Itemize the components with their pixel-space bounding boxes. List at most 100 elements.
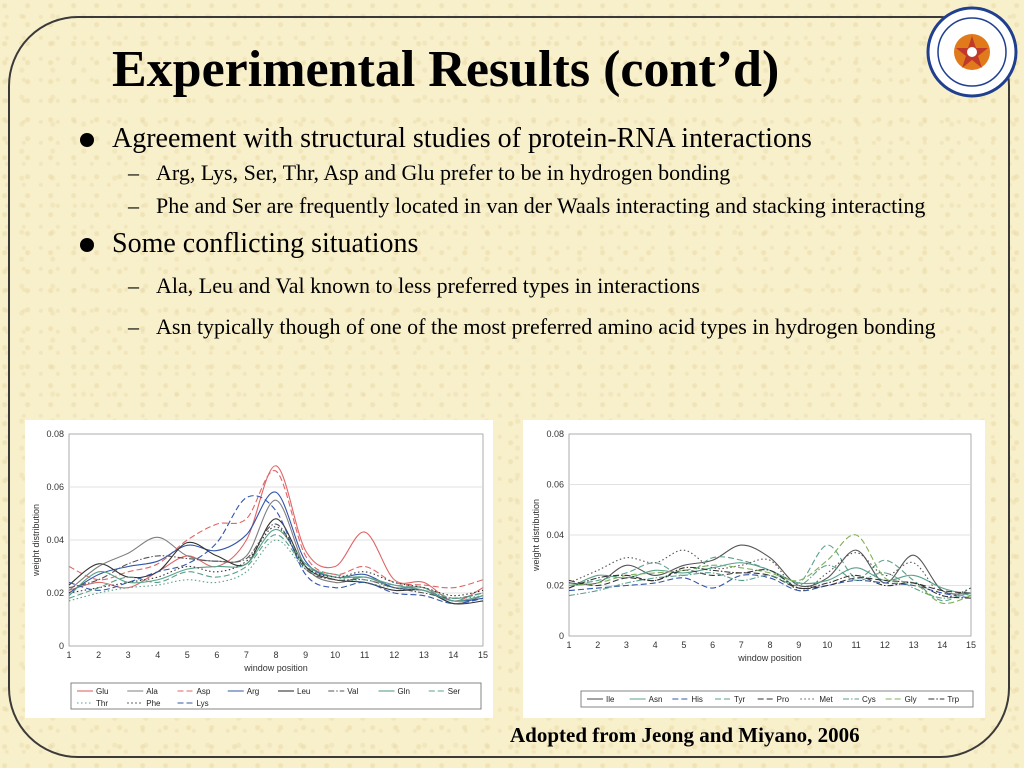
x-tick-label: 11 xyxy=(360,650,369,660)
x-tick-label: 9 xyxy=(303,650,308,660)
series-line-cys xyxy=(568,564,972,599)
sub-bullet: – Asn typically though of one of the most… xyxy=(76,310,996,343)
y-tick-label: 0.04 xyxy=(546,530,564,540)
sub-bullet: – Ala, Leu and Val known to less preferre… xyxy=(76,269,996,302)
bullet-conflicting: Some conflicting situations xyxy=(76,227,996,261)
x-tick-label: 14 xyxy=(937,640,947,650)
series-line-tyr xyxy=(568,544,972,602)
x-tick-label: 3 xyxy=(126,650,131,660)
x-tick-label: 7 xyxy=(739,640,744,650)
x-tick-label: 5 xyxy=(185,650,190,660)
source-credit: Adopted from Jeong and Miyano, 2006 xyxy=(510,723,860,747)
series-line-his xyxy=(568,574,972,599)
bullet-agreement: Agreement with structural studies of pro… xyxy=(76,122,996,156)
legend-entry: Thr xyxy=(96,699,108,708)
legend-entry: Leu xyxy=(297,687,310,696)
legend-entry: Asn xyxy=(649,695,663,704)
series-line-lys xyxy=(68,495,484,605)
x-tick-label: 4 xyxy=(155,650,160,660)
chart-left-svg: 00.020.040.060.081 2 3 4 5 6 7 8 9 10 11 12 13 14 15wi… xyxy=(31,429,488,710)
x-tick-label: 12 xyxy=(389,650,399,660)
chart-left: 0 0.02 0.04 0.06 0.08 1 2 3 4 5 6 7 8 9 10 11 12 13 14 15 wi… xyxy=(25,420,493,718)
legend-entry: Gln xyxy=(398,687,410,696)
y-tick-label: 0.02 xyxy=(46,588,64,598)
series-line-val xyxy=(68,523,484,599)
x-tick-label: 15 xyxy=(966,640,976,650)
legend-entry: Val xyxy=(347,687,358,696)
sub-bullet-text: Asn typically though of one of the most … xyxy=(156,314,936,339)
x-tick-label: 13 xyxy=(909,640,919,650)
legend-entry: Ala xyxy=(146,687,158,696)
x-tick-label: 12 xyxy=(880,640,890,650)
sub-bullet: – Arg, Lys, Ser, Thr, Asp and Glu prefer … xyxy=(76,156,996,189)
legend-entry: His xyxy=(691,695,703,704)
x-axis-label: window position xyxy=(243,663,308,673)
series-line-asp xyxy=(68,470,484,589)
y-tick-label: 0.08 xyxy=(46,429,64,439)
legend-entry: Gly xyxy=(905,695,917,704)
legend-entry: Ile xyxy=(606,695,615,704)
x-tick-label: 11 xyxy=(851,640,860,650)
x-tick-label: 13 xyxy=(419,650,429,660)
legend-entry: Met xyxy=(819,695,833,704)
series-line-phe xyxy=(68,526,484,597)
dash-icon: – xyxy=(128,160,139,185)
x-tick-label: 14 xyxy=(448,650,458,660)
legend-box xyxy=(580,690,974,708)
series-line-ser xyxy=(68,534,484,599)
x-tick-label: 5 xyxy=(681,640,686,650)
x-tick-label: 8 xyxy=(767,640,772,650)
university-seal-icon xyxy=(926,6,1018,98)
series-line-leu xyxy=(68,518,484,605)
dash-icon: – xyxy=(128,193,139,218)
series-line-ala xyxy=(68,499,484,605)
series-line-gly xyxy=(568,534,972,605)
sub-list-conflicting: – Ala, Leu and Val known to less preferre… xyxy=(76,269,996,343)
sub-list-agreement: – Arg, Lys, Ser, Thr, Asp and Glu prefer … xyxy=(76,156,996,222)
x-tick-label: 3 xyxy=(624,640,629,650)
y-tick-label: 0.02 xyxy=(546,581,564,591)
x-tick-label: 6 xyxy=(710,640,715,650)
y-tick-label: 0.06 xyxy=(546,480,564,490)
x-tick-label: 8 xyxy=(273,650,278,660)
chart-right: 0 0.02 0.04 0.06 0.08 1 2 3 4 5 6 7 8 9 10 11 12 13 14 15 wi… xyxy=(523,420,985,718)
y-axis-label: weight distribution xyxy=(31,504,41,577)
x-axis-label: window position xyxy=(737,653,802,663)
series-line-met xyxy=(568,549,972,598)
x-tick-label: 9 xyxy=(796,640,801,650)
legend-entry: Ser xyxy=(448,687,461,696)
legend-entry: Arg xyxy=(247,687,259,696)
legend-entry: Glu xyxy=(96,687,108,696)
series-line-thr xyxy=(68,539,484,602)
x-tick-label: 1 xyxy=(566,640,571,650)
slide-title: Experimental Results (cont’d) xyxy=(112,41,780,98)
x-tick-label: 4 xyxy=(653,640,658,650)
dash-icon: – xyxy=(128,314,139,339)
y-tick-label: 0.08 xyxy=(546,429,564,439)
series-line-glu xyxy=(68,465,484,602)
sub-bullet-text: Ala, Leu and Val known to less preferred… xyxy=(156,273,700,298)
y-tick-label: 0 xyxy=(559,631,564,641)
bullet-text: Some conflicting situations xyxy=(112,228,419,259)
y-axis-label: weight distribution xyxy=(531,499,541,572)
chart-right-svg: 00.020.040.060.081 2 3 4 5 6 7 8 9 10 11 12 13 14 15wi… xyxy=(531,429,976,708)
dash-icon: – xyxy=(128,273,139,298)
legend-entry: Tyr xyxy=(734,695,745,704)
legend-entry: Pro xyxy=(777,695,790,704)
x-tick-label: 2 xyxy=(96,650,101,660)
x-tick-label: 6 xyxy=(214,650,219,660)
legend-entry: Asp xyxy=(197,687,211,696)
series-line-gln xyxy=(68,528,484,602)
x-tick-label: 15 xyxy=(478,650,488,660)
legend-entry: Trp xyxy=(947,695,959,704)
x-tick-label: 10 xyxy=(330,650,340,660)
legend-box xyxy=(70,682,482,710)
x-tick-label: 10 xyxy=(822,640,832,650)
sub-bullet-text: Phe and Ser are frequently located in va… xyxy=(156,193,926,218)
y-tick-label: 0 xyxy=(59,641,64,651)
slide-frame xyxy=(8,16,1010,758)
x-tick-label: 1 xyxy=(66,650,71,660)
bullet-text: Agreement with structural studies of pro… xyxy=(112,123,812,154)
series-line-asn xyxy=(568,562,972,597)
legend-entry: Lys xyxy=(197,699,209,708)
